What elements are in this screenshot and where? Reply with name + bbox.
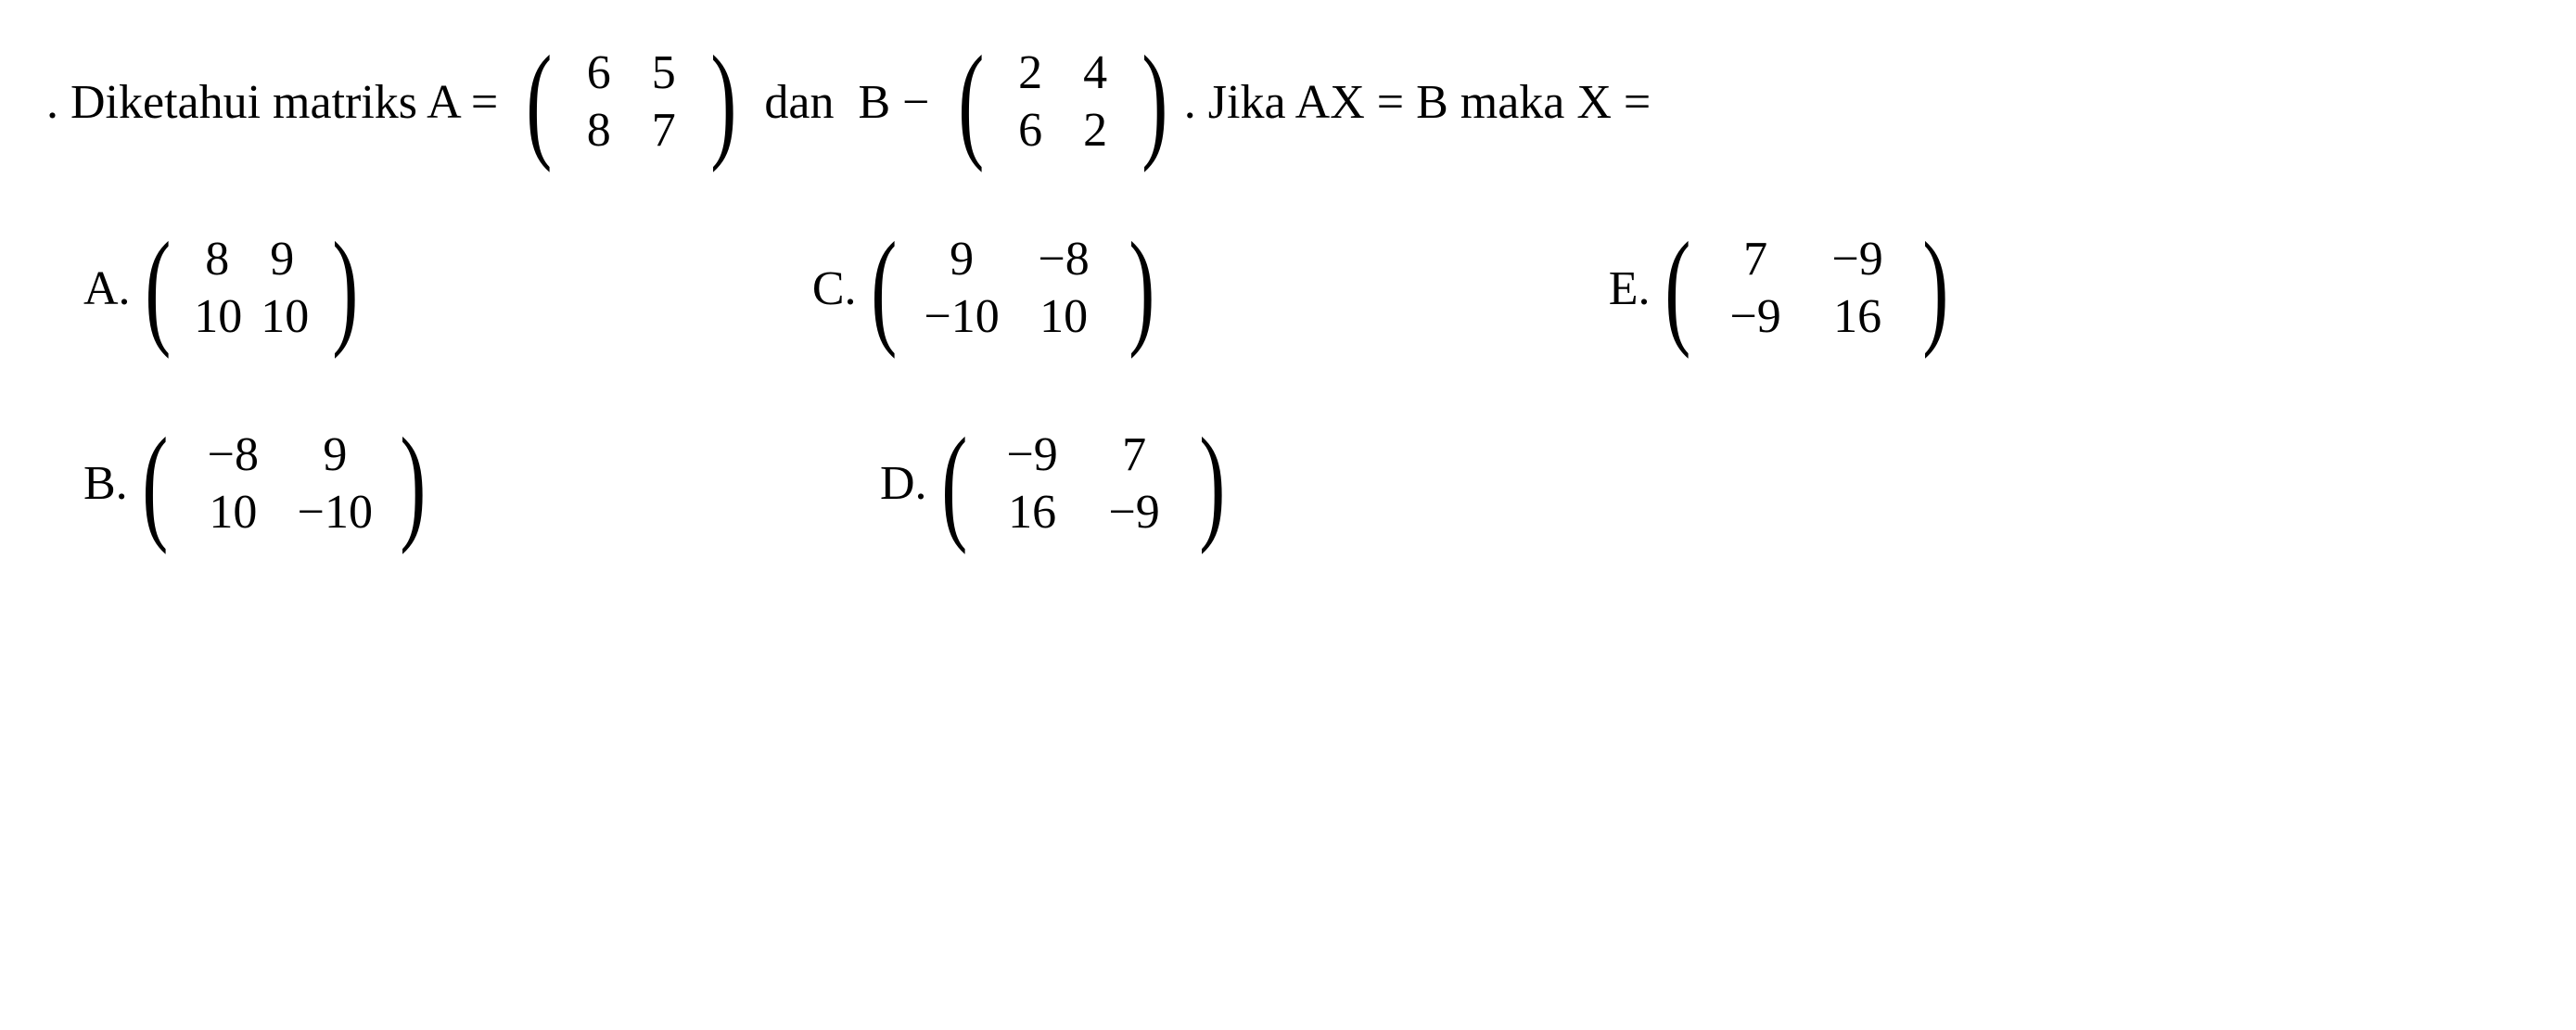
matrix-row: 16 −9 — [990, 484, 1176, 541]
option-label: D. — [880, 456, 927, 511]
option-e-matrix: ( 7 −9 −9 16 ) — [1656, 223, 1958, 354]
matrix-cell: −10 — [293, 484, 376, 541]
matrix-content: −9 7 16 −9 — [976, 419, 1191, 550]
matrix-cell: 10 — [191, 484, 274, 541]
matrix-row: −10 10 — [920, 288, 1105, 346]
matrix-content: −8 9 10 −10 — [176, 419, 391, 550]
matrix-cell: 8 — [194, 231, 240, 288]
matrix-cell: 9 — [920, 231, 1003, 288]
matrix-cell: 16 — [1816, 288, 1899, 346]
matrix-cell: 4 — [1072, 45, 1118, 102]
paren-right-icon: ) — [401, 439, 427, 529]
question-suffix: . Jika AX = B maka X = — [1184, 75, 1651, 130]
matrix-content: 8 9 10 10 — [179, 223, 324, 354]
matrix-cell: 10 — [194, 288, 242, 346]
option-c: C. ( 9 −8 −10 10 ) — [812, 223, 1164, 354]
option-c-matrix: ( 9 −8 −10 10 ) — [862, 223, 1164, 354]
matrix-cell: 10 — [1022, 288, 1105, 346]
matrix-cell: −8 — [1022, 231, 1105, 288]
matrix-row: −8 9 — [191, 426, 376, 484]
matrix-row: 6 5 — [576, 45, 687, 102]
option-b-matrix: ( −8 9 10 −10 ) — [134, 419, 435, 550]
matrix-row: 8 9 — [194, 231, 309, 288]
matrix-cell: −8 — [191, 426, 274, 484]
matrix-cell: 16 — [990, 484, 1074, 541]
paren-right-icon: ) — [1129, 243, 1154, 334]
paren-left-icon: ( — [145, 243, 171, 334]
matrix-b: ( 2 4 6 2 ) — [950, 37, 1177, 168]
matrix-row: 8 7 — [576, 102, 687, 159]
matrix-cell: −9 — [990, 426, 1074, 484]
option-a-matrix: ( 8 9 10 10 ) — [136, 223, 367, 354]
matrix-cell: −9 — [1816, 231, 1899, 288]
matrix-row: 10 −10 — [191, 484, 376, 541]
matrix-content: 9 −8 −10 10 — [905, 223, 1120, 354]
matrix-row: 7 −9 — [1714, 231, 1899, 288]
matrix-cell: 7 — [1714, 231, 1797, 288]
matrix-a: ( 6 5 8 7 ) — [517, 37, 745, 168]
option-d: D. ( −9 7 16 −9 ) — [880, 419, 1234, 550]
matrix-cell: 7 — [1092, 426, 1176, 484]
paren-right-icon: ) — [1141, 57, 1167, 147]
matrix-cell: 2 — [1072, 102, 1118, 159]
paren-left-icon: ( — [526, 57, 552, 147]
paren-left-icon: ( — [871, 243, 897, 334]
options-row-2: B. ( −8 9 10 −10 ) D. ( — [83, 419, 2530, 550]
paren-right-icon: ) — [1199, 439, 1225, 529]
paren-left-icon: ( — [142, 439, 168, 529]
option-label: C. — [812, 261, 857, 316]
option-label: B. — [83, 456, 128, 511]
matrix-cell: −9 — [1714, 288, 1797, 346]
matrix-cell: 6 — [576, 45, 622, 102]
matrix-cell: −9 — [1092, 484, 1176, 541]
matrix-row: 2 4 — [1007, 45, 1118, 102]
option-label: E. — [1609, 261, 1651, 316]
matrix-row: 9 −8 — [920, 231, 1105, 288]
question-prefix: . Diketahui matriks A = — [46, 75, 510, 130]
question-middle: dan B − — [752, 75, 941, 130]
option-e: E. ( 7 −9 −9 16 ) — [1609, 223, 1958, 354]
paren-right-icon: ) — [1922, 243, 1948, 334]
option-b: B. ( −8 9 10 −10 ) — [83, 419, 435, 550]
paren-left-icon: ( — [958, 57, 984, 147]
paren-right-icon: ) — [333, 243, 359, 334]
option-a: A. ( 8 9 10 10 ) — [83, 223, 367, 354]
matrix-row: −9 16 — [1714, 288, 1899, 346]
options-container: A. ( 8 9 10 10 ) C. ( — [83, 223, 2530, 550]
matrix-row: −9 7 — [990, 426, 1176, 484]
matrix-a-content: 6 5 8 7 — [561, 37, 702, 168]
options-row-1: A. ( 8 9 10 10 ) C. ( — [83, 223, 2530, 354]
question-line: . Diketahui matriks A = ( 6 5 8 7 ) dan … — [46, 37, 2530, 168]
matrix-cell: −10 — [920, 288, 1003, 346]
matrix-cell: 8 — [576, 102, 622, 159]
matrix-cell: 10 — [261, 288, 309, 346]
paren-right-icon: ) — [710, 57, 736, 147]
matrix-b-content: 2 4 6 2 — [992, 37, 1133, 168]
matrix-cell: 2 — [1007, 45, 1053, 102]
option-label: A. — [83, 261, 131, 316]
matrix-cell: 9 — [293, 426, 376, 484]
matrix-content: 7 −9 −9 16 — [1699, 223, 1914, 354]
matrix-cell: 9 — [259, 231, 305, 288]
matrix-row: 6 2 — [1007, 102, 1118, 159]
matrix-cell: 5 — [641, 45, 687, 102]
matrix-cell: 7 — [641, 102, 687, 159]
paren-left-icon: ( — [941, 439, 967, 529]
matrix-row: 10 10 — [194, 288, 309, 346]
matrix-cell: 6 — [1007, 102, 1053, 159]
paren-left-icon: ( — [1664, 243, 1690, 334]
option-d-matrix: ( −9 7 16 −9 ) — [933, 419, 1234, 550]
